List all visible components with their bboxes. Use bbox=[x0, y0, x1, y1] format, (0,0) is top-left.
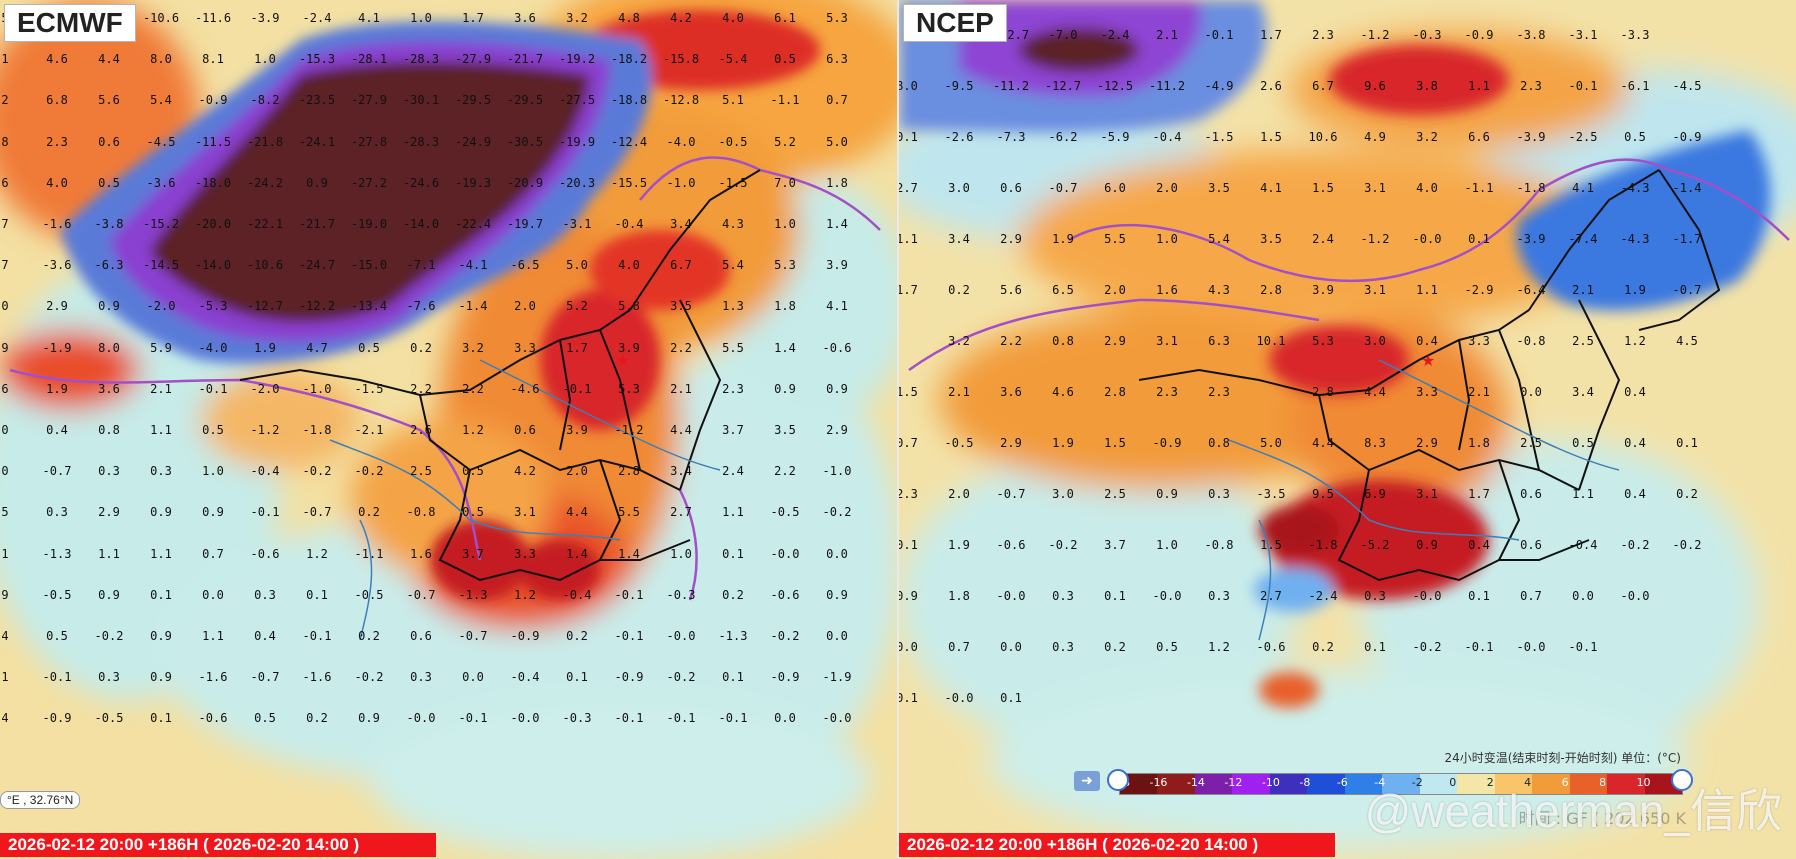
colorbar-tick-label: -12 bbox=[1224, 776, 1243, 789]
ecmwf-panel: ★ 58.80.5-10.6-11.6-3.9-2.44.11.01.73.63… bbox=[0, 0, 897, 859]
colorbar-tick-label: -10 bbox=[1261, 776, 1280, 789]
panel-divider bbox=[897, 0, 899, 859]
colorbar-segment: -14 bbox=[1187, 774, 1233, 794]
colorbar-tick-label: -2 bbox=[1411, 776, 1423, 789]
capital-star-icon: ★ bbox=[616, 351, 631, 370]
colorbar-segment: 2 bbox=[1487, 774, 1533, 794]
colorbar-segment: -8 bbox=[1299, 774, 1345, 794]
model-label: ECMWF bbox=[4, 4, 136, 42]
colorbar-segment: -4 bbox=[1374, 774, 1420, 794]
info-overlay-text: 时间 : GF ( 202 650 K bbox=[1518, 809, 1686, 828]
colorbar-segment: -16 bbox=[1149, 774, 1195, 794]
arrow-right-icon[interactable]: ➜ bbox=[1074, 771, 1100, 791]
colorbar-tick-label: -16 bbox=[1149, 776, 1168, 789]
colorbar-segment: -12 bbox=[1224, 774, 1270, 794]
capital-star-icon: ★ bbox=[1421, 351, 1436, 370]
colorbar-tick-label: 8 bbox=[1599, 776, 1607, 789]
colorbar-tick-label: -4 bbox=[1374, 776, 1386, 789]
colorbar-segment: -2 bbox=[1412, 774, 1458, 794]
ncep-panel: ★ 14.1-12.7-7.0-2.42.1-0.11.72.3-1.2-0.3… bbox=[899, 0, 1796, 859]
colorbar-title: 24小时变温(结束时刻-开始时刻) 单位：(°C) bbox=[1444, 751, 1681, 765]
colorbar-tick-label: -8 bbox=[1299, 776, 1311, 789]
colorbar-segment: 0 bbox=[1449, 774, 1495, 794]
colorbar-left-handle[interactable] bbox=[1107, 769, 1129, 791]
ecmwf-temperature-map bbox=[0, 0, 897, 859]
colorbar-tick-label: -14 bbox=[1186, 776, 1205, 789]
forecast-time-label: 2026-02-12 20:00 +186H ( 2026-02-20 14:0… bbox=[0, 833, 436, 857]
colorbar-tick-label: 4 bbox=[1524, 776, 1532, 789]
colorbar-segment: 6 bbox=[1562, 774, 1608, 794]
temperature-colorbar: 24小时变温(结束时刻-开始时刻) 单位：(°C) -18-16-14-12-1… bbox=[1107, 751, 1693, 795]
forecast-time-label: 2026-02-12 20:00 +186H ( 2026-02-20 14:0… bbox=[899, 833, 1335, 857]
colorbar-segment: 8 bbox=[1599, 774, 1645, 794]
model-label: NCEP bbox=[903, 4, 1007, 42]
colorbar-segment: -6 bbox=[1337, 774, 1383, 794]
colorbar-tick-label: 2 bbox=[1486, 776, 1494, 789]
colorbar-tick-label: 10 bbox=[1636, 776, 1651, 789]
coordinate-readout: °E , 32.76°N bbox=[0, 791, 81, 809]
colorbar-tick-label: 6 bbox=[1561, 776, 1569, 789]
colorbar-tick-label: -6 bbox=[1336, 776, 1348, 789]
colorbar-tick-label: 0 bbox=[1449, 776, 1457, 789]
weibo-watermark: @weatherman_信欣 bbox=[1364, 785, 1782, 837]
colorbar-segment: -10 bbox=[1262, 774, 1308, 794]
colorbar-right-handle[interactable] bbox=[1671, 769, 1693, 791]
colorbar-segment: 4 bbox=[1524, 774, 1570, 794]
ncep-temperature-map bbox=[899, 0, 1796, 859]
